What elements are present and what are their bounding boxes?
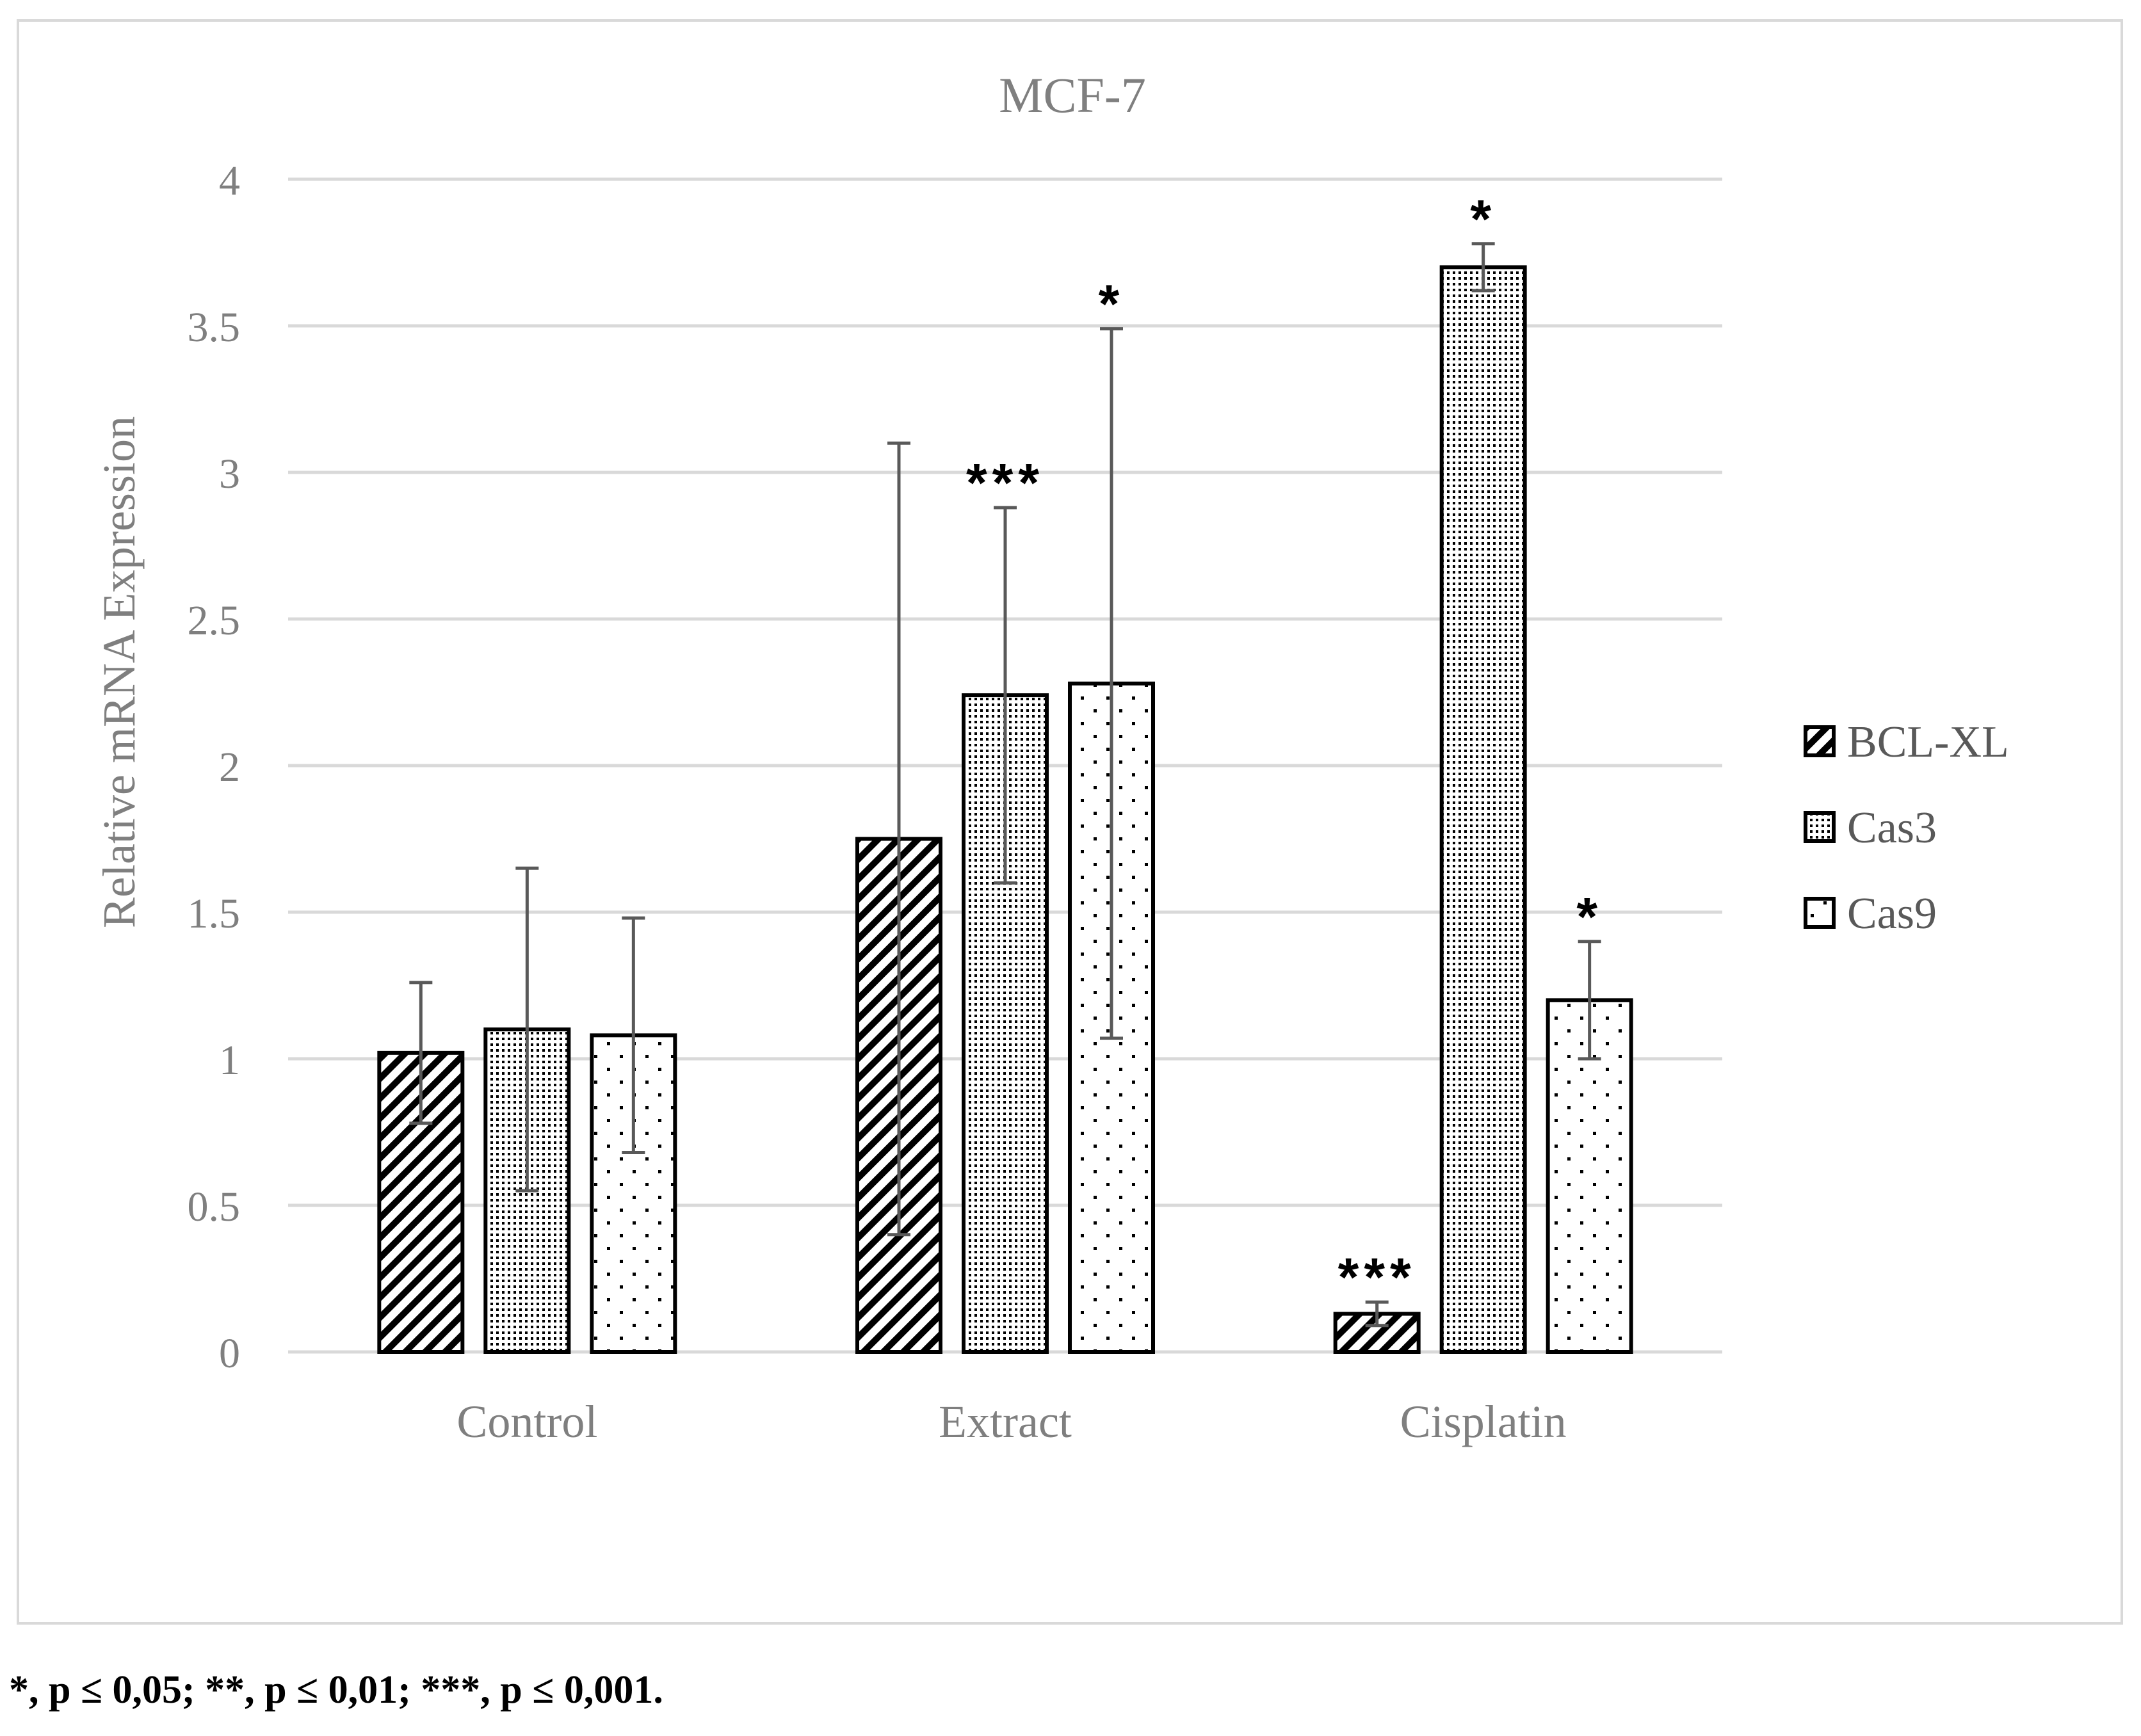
x-category-labels: Control Extract Cisplatin: [456, 1396, 1566, 1447]
error-bar: [887, 441, 910, 1237]
legend-label: BCL-XL: [1847, 718, 2009, 767]
legend-item: Cas3: [1804, 803, 1937, 853]
bar-cas3-cisplatin: [1439, 265, 1527, 1354]
y-tick-label: 2: [219, 744, 240, 791]
y-tick-label: 1.5: [188, 890, 241, 937]
error-bars: [409, 242, 1601, 1328]
y-axis-label: Relative mRNA Expression: [93, 416, 145, 928]
y-tick-labels: 0 0.5 1 1.5 2 2.5 3 3.5 4: [188, 157, 241, 1377]
significance-footnote: *, p ≤ 0,05; **, p ≤ 0,01; ***, p ≤ 0,00…: [9, 1668, 663, 1712]
y-tick-label: 1: [219, 1037, 240, 1084]
x-category-label: Cisplatin: [1400, 1396, 1567, 1447]
error-bar: [515, 866, 539, 1193]
chart-frame: [17, 19, 2123, 1625]
significance-marker: *: [1576, 887, 1603, 947]
legend-swatch: [1804, 897, 1836, 929]
significance-marker: ***: [1338, 1247, 1416, 1307]
x-category-label: Control: [456, 1396, 597, 1447]
significance-marker: *: [1470, 189, 1496, 249]
y-tick-label: 4: [219, 157, 240, 204]
error-bar: [1100, 327, 1123, 1040]
significance-markers: *********: [966, 189, 1603, 1307]
legend-swatch: [1804, 811, 1836, 843]
y-tick-label: 0.5: [188, 1184, 241, 1230]
significance-marker: *: [1099, 274, 1125, 334]
legend-label: Cas3: [1847, 803, 1937, 853]
error-bar: [1471, 242, 1495, 293]
legend-item: BCL-XL: [1804, 718, 2009, 767]
error-bar: [1365, 1300, 1389, 1328]
legend-label: Cas9: [1847, 889, 1937, 938]
y-tick-label: 2.5: [188, 597, 241, 644]
error-bar: [622, 916, 645, 1155]
error-bar: [409, 981, 433, 1125]
bar-chart: MCF-7 Relative mRNA Expression 0 0.5 1 1.5 2…: [93, 67, 2009, 1447]
error-bar: [994, 506, 1017, 885]
chart-title: MCF-7: [999, 67, 1146, 123]
y-tick-label: 3.5: [188, 304, 241, 351]
y-tick-label: 0: [219, 1330, 240, 1377]
x-category-label: Extract: [939, 1396, 1072, 1447]
error-bar: [1578, 940, 1601, 1061]
legend-swatch: [1804, 725, 1836, 757]
significance-marker: ***: [966, 453, 1044, 513]
y-tick-label: 3: [219, 451, 240, 497]
legend: BCL-XL Cas3 Cas9: [1804, 718, 2009, 938]
legend-item: Cas9: [1804, 889, 1937, 938]
